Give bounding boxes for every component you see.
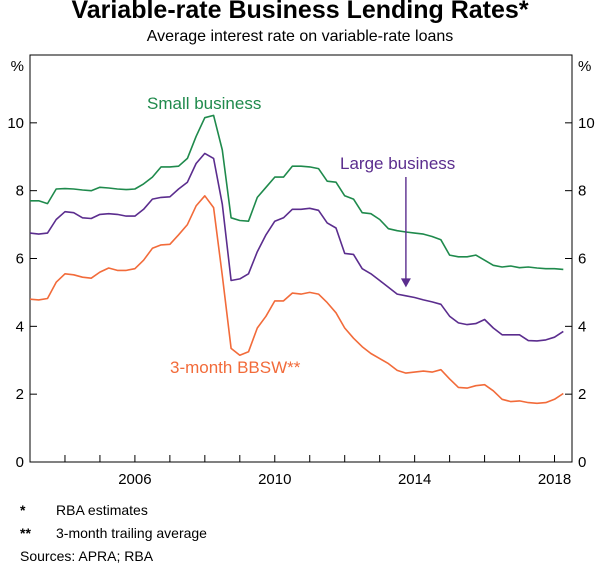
series-line-large-business: [29, 152, 564, 342]
y-tick-label-left: 6: [16, 251, 24, 268]
series-label: Small business: [147, 94, 261, 113]
note-text: 3-month trailing average: [56, 525, 207, 541]
y-tick-label-left: 4: [16, 318, 24, 335]
y-tick-label-right: 0: [578, 454, 586, 471]
chart-title: Variable-rate Business Lending Rates*: [71, 0, 529, 24]
y-tick-label-right: 10: [578, 115, 595, 132]
x-tick-label: 2006: [118, 471, 151, 488]
series-line-small-business: [30, 114, 564, 271]
x-tick-label: 2018: [538, 471, 571, 488]
y-tick-label-left: 10: [7, 115, 24, 132]
y-tick-label-right: 2: [578, 386, 586, 403]
chart-subtitle: Average interest rate on variable-rate l…: [146, 28, 454, 45]
x-tick-label: 2014: [398, 471, 431, 488]
note-text: RBA estimates: [56, 502, 148, 518]
y-tick-label-right: 4: [578, 318, 586, 335]
y-axis-unit-left: %: [11, 58, 24, 75]
y-axis-unit-right: %: [578, 58, 591, 75]
y-tick-label-left: 2: [16, 386, 24, 403]
note-mark: *: [20, 502, 26, 518]
y-tick-label-right: 8: [578, 183, 586, 200]
note-mark: **: [20, 525, 31, 541]
y-tick-label-right: 6: [578, 251, 586, 268]
series-label: Large business: [340, 154, 455, 173]
series-line-3-month-bbsw: [29, 195, 564, 405]
note-row: * RBA estimates: [20, 499, 207, 522]
sources-text: Sources: APRA; RBA: [20, 548, 154, 564]
x-tick-label: 2010: [258, 471, 291, 488]
y-tick-label-left: 0: [16, 454, 24, 471]
annotation-arrow-head: [400, 278, 411, 288]
y-tick-label-left: 8: [16, 183, 24, 200]
plot-frame: [29, 54, 573, 463]
note-row: ** 3-month trailing average: [20, 522, 207, 545]
chart-notes: * RBA estimates ** 3-month trailing aver…: [20, 499, 207, 568]
series-label: 3-month BBSW**: [170, 358, 301, 377]
